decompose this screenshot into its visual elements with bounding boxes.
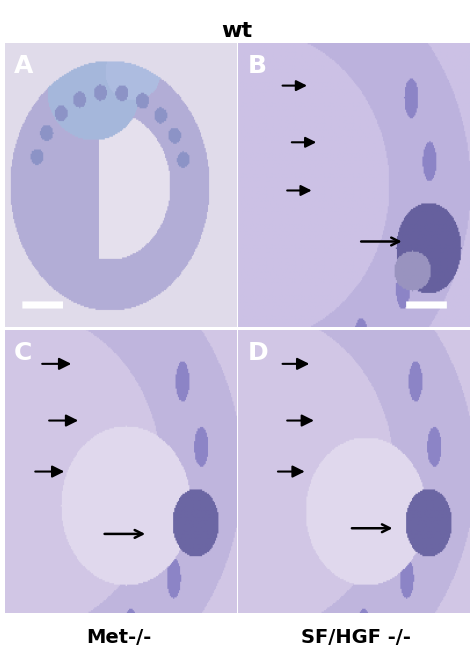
- Text: SF/HGF -/-: SF/HGF -/-: [301, 629, 410, 647]
- Text: B: B: [247, 54, 266, 78]
- Text: C: C: [14, 341, 32, 365]
- Text: D: D: [247, 341, 268, 365]
- Text: Met-/-: Met-/-: [86, 629, 151, 647]
- Text: wt: wt: [221, 21, 253, 41]
- Text: A: A: [14, 54, 33, 78]
